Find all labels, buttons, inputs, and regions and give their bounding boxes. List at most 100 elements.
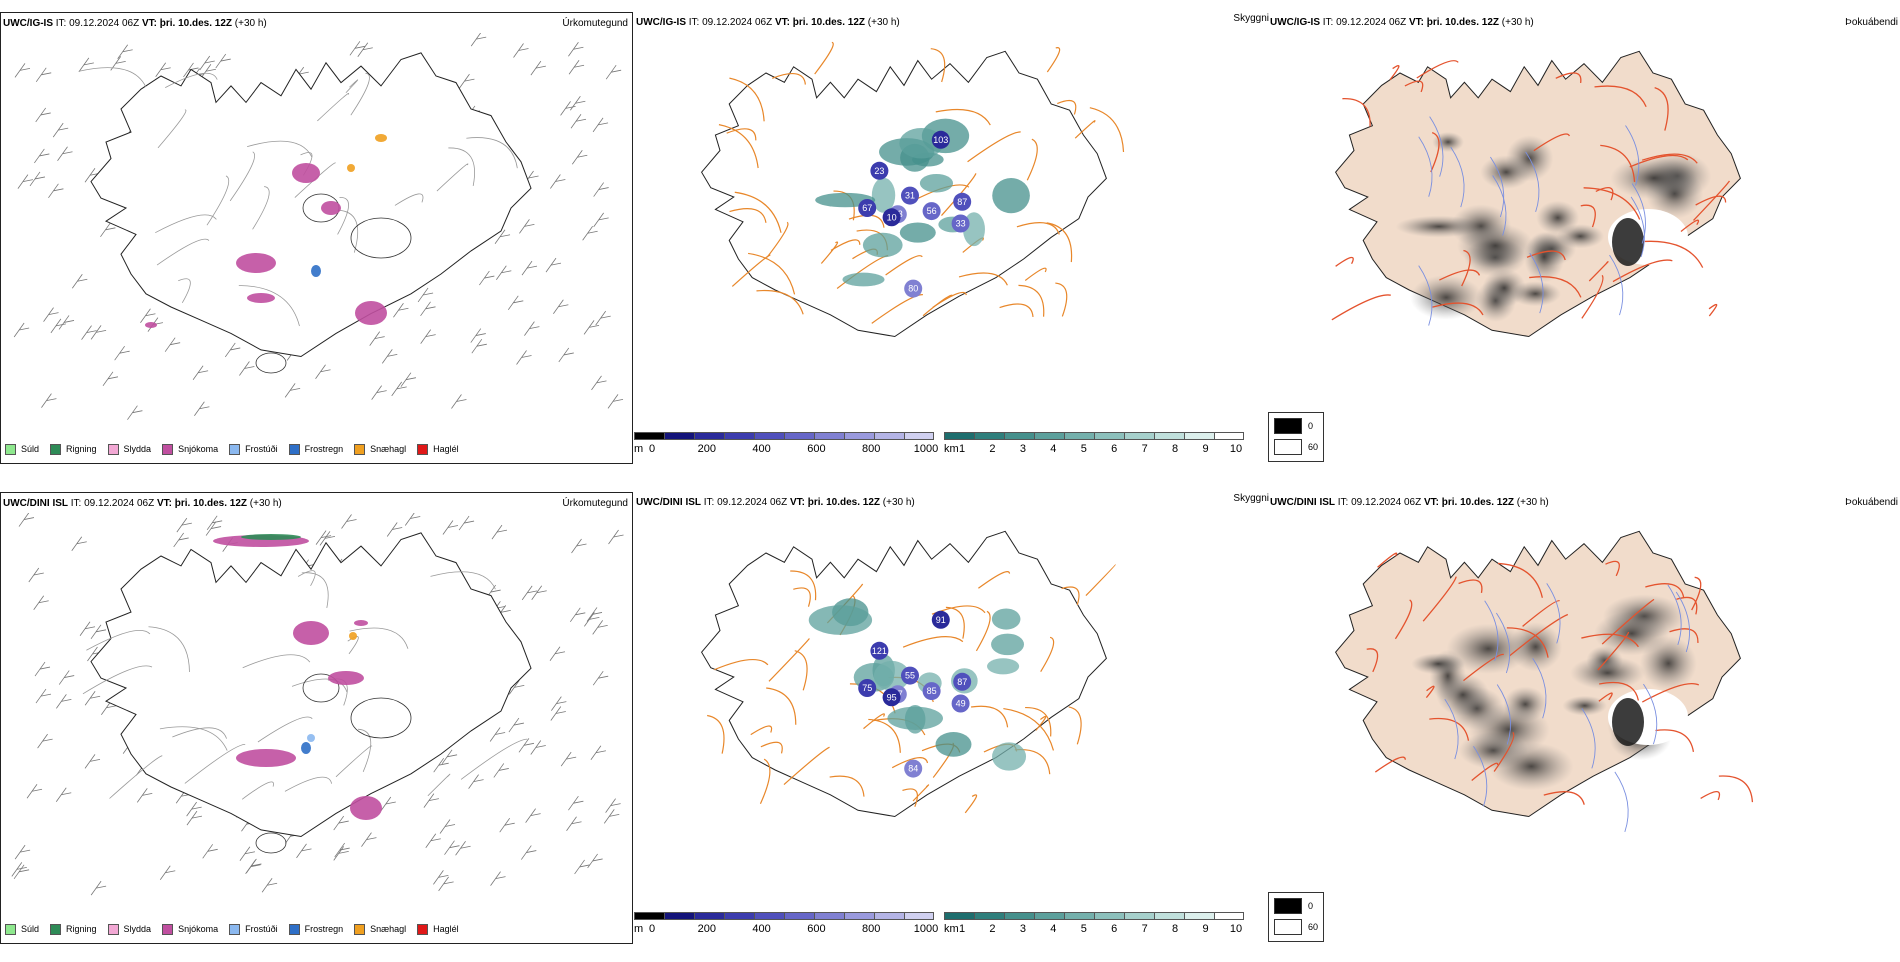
road-line bbox=[932, 291, 967, 308]
road-line bbox=[1463, 653, 1504, 682]
road-line bbox=[1669, 628, 1699, 643]
low-visibility-area bbox=[935, 732, 972, 757]
forecast-row-igis: UWC/IG-IS IT: 09.12.2024 06Z VT: þri. 10… bbox=[0, 12, 1900, 482]
road-line bbox=[349, 627, 409, 649]
wind-barb bbox=[516, 350, 532, 365]
colorbar-tick: 400 bbox=[752, 923, 771, 935]
road-line bbox=[1055, 282, 1068, 317]
road-line bbox=[1089, 107, 1125, 153]
wind-barb bbox=[35, 107, 51, 123]
colorbar-tick: 2 bbox=[989, 923, 996, 935]
visibility-map: 911215585279575874984 bbox=[700, 530, 1117, 818]
colorbar-tick: 600 bbox=[807, 443, 826, 455]
precip-area bbox=[307, 734, 315, 742]
wind-barb bbox=[35, 688, 52, 704]
precip-legend-item: Frostúði bbox=[229, 923, 278, 935]
wind-barb bbox=[90, 325, 107, 340]
road-line bbox=[863, 713, 885, 730]
colorbar-bin bbox=[754, 912, 784, 920]
river-line bbox=[1450, 146, 1465, 208]
precip-area bbox=[354, 620, 368, 626]
wind-barb bbox=[442, 520, 459, 535]
wind-barb bbox=[11, 862, 27, 877]
wind-barb bbox=[550, 706, 566, 721]
precip-area bbox=[311, 265, 321, 277]
visibility-colorbar: km 1 2 3 4 5 6 7 8 9 10 bbox=[944, 912, 1244, 942]
wind-barb bbox=[319, 531, 336, 546]
road-line bbox=[284, 776, 333, 792]
colorbar-bin bbox=[904, 432, 934, 440]
colorbar-bin bbox=[944, 432, 974, 440]
road-line bbox=[829, 775, 865, 797]
road-line bbox=[830, 239, 861, 251]
wind-barb bbox=[349, 41, 365, 56]
road-line bbox=[1599, 681, 1640, 701]
road-line bbox=[766, 687, 797, 725]
colorbar-bin bbox=[634, 912, 664, 920]
road-line bbox=[1595, 187, 1614, 201]
road-line bbox=[317, 93, 350, 122]
road-line bbox=[1509, 613, 1569, 657]
river-line bbox=[1496, 684, 1511, 745]
road-line bbox=[1085, 563, 1117, 597]
wind-barb bbox=[519, 219, 535, 234]
wind-barb bbox=[587, 853, 603, 869]
low-visibility-area bbox=[862, 232, 903, 258]
road-line bbox=[975, 610, 991, 652]
road-line bbox=[1003, 707, 1055, 751]
road-line bbox=[1374, 756, 1406, 773]
wind-barb bbox=[551, 696, 567, 711]
colorbar-bin bbox=[814, 432, 844, 440]
wind-barb bbox=[400, 372, 417, 387]
low-visibility-area bbox=[919, 173, 954, 193]
precip-area bbox=[321, 201, 341, 215]
road-line bbox=[1439, 269, 1481, 281]
colorbar-tick: 5 bbox=[1080, 443, 1087, 455]
fog-area bbox=[1562, 695, 1608, 716]
road-line bbox=[759, 758, 771, 805]
road-line bbox=[430, 571, 496, 590]
road-line bbox=[967, 131, 1021, 163]
road-line bbox=[726, 128, 757, 141]
legend-black-swatch bbox=[1274, 418, 1302, 434]
low-ceiling-area bbox=[870, 161, 889, 180]
road-line bbox=[820, 241, 839, 264]
wind-barb bbox=[26, 784, 43, 799]
colorbar-bin bbox=[1064, 912, 1094, 920]
wind-barb bbox=[371, 385, 387, 400]
fog-map bbox=[1334, 530, 1754, 833]
road-line bbox=[358, 728, 372, 773]
low-visibility-area bbox=[992, 178, 1030, 214]
wind-barb bbox=[586, 607, 603, 622]
wind-barb bbox=[37, 733, 53, 749]
road-line bbox=[731, 254, 771, 287]
legend-swatch bbox=[229, 443, 241, 455]
colorbar-bin bbox=[874, 432, 904, 440]
wind-barb bbox=[459, 73, 475, 89]
road-line bbox=[1432, 302, 1484, 316]
road-line bbox=[206, 175, 230, 226]
wind-barb bbox=[215, 53, 231, 69]
precip-legend-item: Slydda bbox=[107, 443, 151, 455]
road-line bbox=[109, 755, 163, 799]
wind-barb bbox=[607, 394, 624, 409]
wind-barb bbox=[84, 691, 101, 706]
colorbar-bin bbox=[814, 912, 844, 920]
wind-barb bbox=[582, 225, 598, 241]
wind-barb bbox=[479, 270, 495, 286]
wind-barb bbox=[433, 870, 449, 885]
wind-barb bbox=[595, 310, 611, 326]
road-line bbox=[82, 665, 153, 695]
wind-barb bbox=[583, 320, 600, 335]
river-line bbox=[1529, 252, 1544, 314]
precip-area bbox=[349, 632, 357, 640]
wind-barb bbox=[489, 727, 506, 742]
wind-barb bbox=[164, 337, 181, 352]
river-line bbox=[1444, 698, 1459, 760]
colorbar-bin bbox=[694, 432, 724, 440]
ceiling-colorbar: m 0 200 400 600 800 1000 bbox=[634, 432, 938, 462]
road-line bbox=[86, 630, 151, 651]
road-line bbox=[1526, 250, 1566, 261]
river-line bbox=[1546, 583, 1561, 644]
river-line bbox=[1631, 183, 1646, 244]
